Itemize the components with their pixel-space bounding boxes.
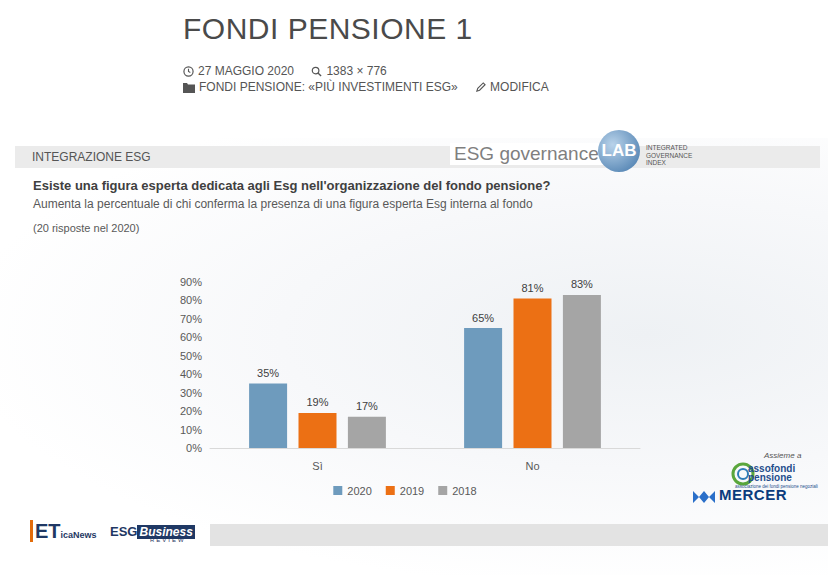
html-text:associazione dei fondi pension: associazione dei fondi pensione negozial…	[735, 484, 818, 489]
html-text:INTEGRAZIONE ESG: INTEGRAZIONE ESG	[32, 150, 151, 164]
html-text:Esiste una figura esperta dedi: Esiste una figura esperta dedicata agli …	[33, 178, 551, 193]
svg-text:2019: 2019	[400, 485, 424, 497]
svg-text:0%: 0%	[186, 442, 202, 454]
svg-text:10%: 10%	[180, 424, 202, 436]
html-text:Aumenta la percentuale di chi: Aumenta la percentuale di chi conferma l…	[33, 197, 533, 211]
html-text:REVIEW: REVIEW	[150, 537, 186, 543]
svg-text:Sì: Sì	[312, 460, 322, 472]
svg-text:2020: 2020	[347, 485, 371, 497]
svg-text:2018: 2018	[452, 485, 476, 497]
html-text:MODIFICA: MODIFICA	[490, 80, 549, 94]
svg-text:20%: 20%	[180, 405, 202, 417]
svg-text:17%: 17%	[356, 400, 378, 412]
html-text:1383 × 776: 1383 × 776	[326, 64, 387, 78]
svg-text:80%: 80%	[180, 294, 202, 306]
svg-text:90%: 90%	[180, 276, 202, 288]
svg-text:81%: 81%	[521, 282, 543, 294]
svg-text:70%: 70%	[180, 313, 202, 325]
html-text:Assieme a: Assieme a	[764, 451, 802, 460]
html-text:(20 risposte nel 2020): (20 risposte nel 2020)	[33, 222, 140, 234]
html-text:pensione: pensione	[748, 472, 792, 483]
svg-text:65%: 65%	[472, 312, 494, 324]
html-text:27 MAGGIO 2020: 27 MAGGIO 2020	[198, 64, 294, 78]
html-text:ET: ET	[35, 520, 61, 542]
svg-text:35%: 35%	[257, 367, 279, 379]
svg-text:19%: 19%	[306, 396, 328, 408]
svg-text:40%: 40%	[180, 368, 202, 380]
svg-text:No: No	[525, 460, 539, 472]
html-text:GOVERNANCE: GOVERNANCE	[646, 151, 693, 159]
html-text:ESG governanceLAB: ESG governanceLAB	[454, 141, 637, 164]
html-text:icaNews: icaNews	[60, 530, 97, 540]
html-text:INTEGRATED: INTEGRATED	[646, 144, 688, 151]
svg-text:50%: 50%	[180, 350, 202, 362]
html-text:INDEX: INDEX	[646, 159, 666, 166]
svg-text:30%: 30%	[180, 387, 202, 399]
svg-text:83%: 83%	[571, 278, 593, 290]
svg-text:60%: 60%	[180, 331, 202, 343]
html-text:FONDI PENSIONE: «PIÙ INVESTIME: FONDI PENSIONE: «PIÙ INVESTIMENTI ESG»	[199, 80, 458, 94]
html-text:FONDI PENSIONE 1: FONDI PENSIONE 1	[183, 12, 473, 45]
html-text:assofondi: assofondi	[748, 463, 796, 474]
html-text:ESG Business: ESG Business	[110, 524, 193, 539]
html-text:MERCER: MERCER	[719, 486, 787, 503]
